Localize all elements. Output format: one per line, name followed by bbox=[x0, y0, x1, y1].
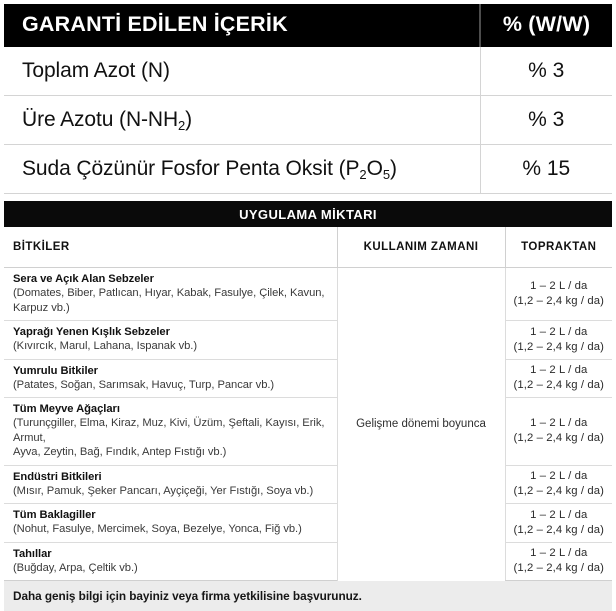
application-rate-table: BİTKİLER KULLANIM ZAMANI TOPRAKTAN Sera … bbox=[4, 227, 612, 581]
guaranteed-content-header: GARANTİ EDİLEN İÇERİK % (W/W) bbox=[4, 4, 612, 47]
soil-dose-cell: 1 – 2 L / da (1,2 – 2,4 kg / da) bbox=[504, 320, 612, 360]
nutrient-value: % 3 bbox=[479, 47, 612, 96]
table-row: Tahıllar (Buğday, Arpa, Çeltik vb.) 1 – … bbox=[4, 542, 612, 581]
nutrient-value: % 15 bbox=[479, 144, 612, 194]
table-row: Yaprağı Yenen Kışlık Sebzeler (Kıvırcık,… bbox=[4, 320, 612, 360]
soil-dose-liters: 1 – 2 L / da bbox=[530, 325, 588, 338]
plant-group-examples: (Patates, Soğan, Sarımsak, Havuç, Turp, … bbox=[13, 378, 275, 391]
soil-dose-liters: 1 – 2 L / da bbox=[530, 508, 588, 521]
soil-dose-cell: 1 – 2 L / da (1,2 – 2,4 kg / da) bbox=[504, 397, 612, 466]
soil-dose-kilograms: (1,2 – 2,4 kg / da) bbox=[513, 432, 604, 445]
footer-note: Daha geniş bilgi için bayiniz veya firma… bbox=[4, 581, 612, 611]
usage-time-cell: Gelişme dönemi boyunca bbox=[336, 267, 505, 581]
plant-group-cell: Sera ve Açık Alan Sebzeler (Domates, Bib… bbox=[4, 267, 337, 321]
application-table-header: BİTKİLER KULLANIM ZAMANI TOPRAKTAN bbox=[4, 227, 612, 268]
plant-group-name: Yumrulu Bitkiler bbox=[13, 364, 98, 377]
table-row: Sera ve Açık Alan Sebzeler (Domates, Bib… bbox=[4, 267, 612, 581]
table-row: Yumrulu Bitkiler (Patates, Soğan, Sarıms… bbox=[4, 359, 612, 398]
formula-suffix: ) bbox=[389, 157, 397, 180]
plant-group-name: Tüm Meyve Ağaçları bbox=[13, 403, 120, 415]
formula-subscript: 5 bbox=[382, 166, 390, 182]
plant-group-name: Endüstri Bitkileri bbox=[13, 470, 102, 483]
plant-group-name: Yaprağı Yenen Kışlık Sebzeler bbox=[13, 326, 170, 338]
formula-subscript: 2 bbox=[359, 166, 367, 182]
table-row: Endüstri Bitkileri (Mısır, Pamuk, Şeker … bbox=[4, 465, 612, 504]
soil-dose-cell: 1 – 2 L / da (1,2 – 2,4 kg / da) bbox=[504, 503, 612, 543]
nutrient-name-text: Üre Azotu (N-NH bbox=[22, 108, 179, 131]
table-header-row: GARANTİ EDİLEN İÇERİK % (W/W) bbox=[4, 4, 612, 47]
plant-group-cell: Endüstri Bitkileri (Mısır, Pamuk, Şeker … bbox=[4, 465, 337, 504]
guaranteed-content-title: GARANTİ EDİLEN İÇERİK bbox=[4, 4, 480, 47]
nutrient-name: Suda Çözünür Fosfor Penta Oksit (P2O5) bbox=[4, 144, 480, 194]
plant-group-cell: Yumrulu Bitkiler (Patates, Soğan, Sarıms… bbox=[4, 359, 337, 398]
soil-dose-liters: 1 – 2 L / da bbox=[530, 417, 588, 430]
table-row: Tüm Baklagiller (Nohut, Fasulye, Mercime… bbox=[4, 503, 612, 543]
table-row: Tüm Meyve Ağaçları (Turunçgiller, Elma, … bbox=[4, 397, 612, 466]
guaranteed-content-body: Toplam Azot (N) % 3 Üre Azotu (N-NH2) % … bbox=[4, 47, 612, 194]
plant-group-name: Sera ve Açık Alan Sebzeler bbox=[13, 273, 154, 285]
soil-dose-kilograms: (1,2 – 2,4 kg / da) bbox=[513, 295, 604, 307]
soil-dose-cell: 1 – 2 L / da (1,2 – 2,4 kg / da) bbox=[504, 267, 612, 321]
formula-subscript: 2 bbox=[178, 117, 186, 133]
guaranteed-content-table: GARANTİ EDİLEN İÇERİK % (W/W) Toplam Azo… bbox=[4, 4, 612, 194]
nutrient-name-text: Toplam Azot (N) bbox=[22, 59, 170, 82]
plant-group-examples: (Mısır, Pamuk, Şeker Pancarı, Ayçiçeği, … bbox=[13, 484, 314, 497]
application-table-body: Sera ve Açık Alan Sebzeler (Domates, Bib… bbox=[4, 267, 612, 581]
plant-group-cell: Tahıllar (Buğday, Arpa, Çeltik vb.) bbox=[4, 542, 337, 581]
plant-group-examples: (Nohut, Fasulye, Mercimek, Soya, Bezelye… bbox=[13, 523, 302, 535]
nutrient-name-text: Suda Çözünür Fosfor Penta Oksit (P bbox=[22, 157, 360, 180]
table-row: Toplam Azot (N) % 3 bbox=[4, 47, 612, 96]
soil-dose-cell: 1 – 2 L / da (1,2 – 2,4 kg / da) bbox=[504, 465, 612, 504]
table-row: Üre Azotu (N-NH2) % 3 bbox=[4, 95, 612, 145]
plant-group-cell: Tüm Meyve Ağaçları (Turunçgiller, Elma, … bbox=[4, 397, 337, 466]
nutrient-name: Üre Azotu (N-NH2) bbox=[4, 95, 480, 145]
soil-dose-kilograms: (1,2 – 2,4 kg / da) bbox=[513, 340, 604, 353]
soil-dose-cell: 1 – 2 L / da (1,2 – 2,4 kg / da) bbox=[504, 359, 612, 398]
column-header-plants: BİTKİLER bbox=[4, 227, 337, 268]
soil-dose-cell: 1 – 2 L / da (1,2 – 2,4 kg / da) bbox=[504, 542, 612, 581]
table-row: Suda Çözünür Fosfor Penta Oksit (P2O5) %… bbox=[4, 144, 612, 194]
plant-group-examples-cont: Ayva, Zeytin, Bağ, Fındık, Antep Fıstığı… bbox=[13, 446, 227, 458]
soil-dose-liters: 1 – 2 L / da bbox=[530, 470, 588, 483]
soil-dose-kilograms: (1,2 – 2,4 kg / da) bbox=[513, 562, 604, 575]
column-header-usage-time: KULLANIM ZAMANI bbox=[336, 227, 505, 268]
plant-group-examples: (Domates, Biber, Patlıcan, Hıyar, Kabak,… bbox=[13, 287, 325, 314]
application-rate-banner: UYGULAMA MİKTARI bbox=[4, 201, 612, 227]
formula-mid: ) bbox=[185, 108, 193, 131]
product-label-sheet: GARANTİ EDİLEN İÇERİK % (W/W) Toplam Azo… bbox=[0, 4, 616, 611]
plant-group-name: Tüm Baklagiller bbox=[13, 509, 96, 521]
soil-dose-liters: 1 – 2 L / da bbox=[530, 547, 588, 560]
soil-dose-liters: 1 – 2 L / da bbox=[530, 364, 588, 377]
soil-dose-kilograms: (1,2 – 2,4 kg / da) bbox=[513, 523, 604, 536]
plant-group-examples: (Buğday, Arpa, Çeltik vb.) bbox=[13, 561, 138, 574]
nutrient-name: Toplam Azot (N) bbox=[4, 47, 480, 96]
formula-mid: O bbox=[366, 157, 383, 180]
plant-group-name: Tahıllar bbox=[13, 547, 52, 560]
plant-group-examples: (Kıvırcık, Marul, Lahana, Ispanak vb.) bbox=[13, 340, 198, 352]
nutrient-value: % 3 bbox=[479, 95, 612, 145]
table-header-row: BİTKİLER KULLANIM ZAMANI TOPRAKTAN bbox=[4, 227, 612, 268]
soil-dose-kilograms: (1,2 – 2,4 kg / da) bbox=[513, 485, 604, 498]
guaranteed-content-unit-title: % (W/W) bbox=[479, 4, 612, 47]
plant-group-examples: (Turunçgiller, Elma, Kiraz, Muz, Kivi, Ü… bbox=[13, 417, 325, 444]
column-header-soil: TOPRAKTAN bbox=[504, 227, 612, 268]
soil-dose-kilograms: (1,2 – 2,4 kg / da) bbox=[513, 379, 604, 392]
plant-group-cell: Tüm Baklagiller (Nohut, Fasulye, Mercime… bbox=[4, 503, 337, 543]
plant-group-cell: Yaprağı Yenen Kışlık Sebzeler (Kıvırcık,… bbox=[4, 320, 337, 360]
soil-dose-liters: 1 – 2 L / da bbox=[530, 280, 588, 292]
